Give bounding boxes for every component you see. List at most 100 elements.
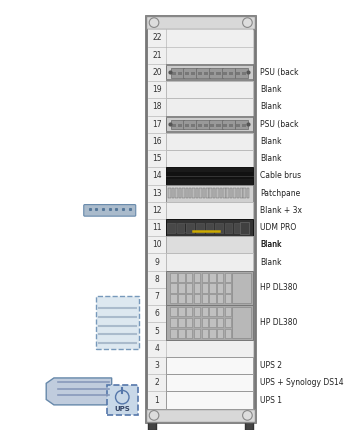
Bar <box>217 272 224 282</box>
Bar <box>166 64 253 66</box>
Text: 17: 17 <box>152 120 162 129</box>
Bar <box>182 188 185 198</box>
Bar <box>166 219 253 236</box>
Bar <box>178 124 182 127</box>
Bar <box>171 68 184 78</box>
Text: 10: 10 <box>152 240 162 249</box>
Text: 9: 9 <box>154 258 159 267</box>
Bar <box>186 318 192 327</box>
Bar <box>166 167 253 184</box>
Bar <box>148 421 156 430</box>
Bar <box>178 318 185 327</box>
Bar <box>202 318 208 327</box>
Bar <box>210 188 212 198</box>
Bar <box>225 307 231 316</box>
Bar <box>210 294 216 303</box>
Text: 11: 11 <box>152 223 162 232</box>
Bar <box>179 223 186 232</box>
Text: PSU (back: PSU (back <box>260 68 298 77</box>
Bar <box>216 72 221 75</box>
Bar <box>172 188 175 198</box>
Bar <box>185 72 189 75</box>
Bar <box>217 283 224 293</box>
Bar <box>210 318 216 327</box>
Bar <box>194 294 200 303</box>
Text: 18: 18 <box>152 102 162 111</box>
Text: 2: 2 <box>154 378 159 387</box>
Bar <box>204 72 208 75</box>
Bar <box>170 223 176 232</box>
Bar <box>225 318 231 327</box>
Text: 22: 22 <box>152 33 162 42</box>
Bar <box>216 124 221 127</box>
Bar <box>166 81 253 98</box>
Bar <box>242 124 246 127</box>
Bar <box>191 72 195 75</box>
Text: HP DL380: HP DL380 <box>260 283 297 293</box>
Bar <box>235 120 248 129</box>
Bar <box>217 294 224 303</box>
Bar <box>206 188 208 198</box>
Text: Patchpane: Patchpane <box>260 189 300 198</box>
Bar <box>170 283 177 293</box>
Bar <box>148 29 253 409</box>
Bar <box>217 318 224 327</box>
Bar <box>178 272 185 282</box>
Text: 15: 15 <box>152 154 162 163</box>
Bar <box>246 421 253 430</box>
Bar <box>189 188 192 198</box>
Bar <box>213 188 215 198</box>
Text: 5: 5 <box>154 327 159 336</box>
Bar <box>170 294 177 303</box>
Bar <box>170 272 177 282</box>
Bar <box>209 120 222 129</box>
Bar <box>185 188 188 198</box>
Text: 7: 7 <box>154 292 159 301</box>
Bar <box>220 188 222 198</box>
Bar <box>171 120 184 129</box>
Bar <box>178 283 185 293</box>
Text: UPS: UPS <box>114 406 130 412</box>
Text: 16: 16 <box>152 137 162 146</box>
Bar <box>204 124 208 127</box>
Bar <box>184 120 197 129</box>
Bar <box>166 202 253 219</box>
Bar <box>166 392 253 409</box>
Text: Blank: Blank <box>260 137 282 146</box>
Bar <box>222 68 235 78</box>
Text: UPS 1: UPS 1 <box>260 396 282 405</box>
Bar <box>196 223 204 233</box>
Bar <box>167 223 175 233</box>
Text: PSU (back: PSU (back <box>260 120 298 129</box>
Bar <box>166 173 253 179</box>
Bar <box>229 72 233 75</box>
Bar <box>194 283 200 293</box>
Bar <box>196 68 210 78</box>
Text: Blank: Blank <box>260 154 282 163</box>
Bar <box>243 188 246 198</box>
Bar <box>166 133 253 150</box>
Bar <box>166 271 253 305</box>
Bar <box>166 305 253 340</box>
Bar <box>225 272 231 282</box>
Bar <box>199 188 202 198</box>
Bar <box>210 283 216 293</box>
Bar <box>179 188 181 198</box>
Text: 12: 12 <box>152 206 162 215</box>
Bar <box>186 328 192 338</box>
FancyBboxPatch shape <box>84 205 136 216</box>
Bar <box>236 72 240 75</box>
Bar <box>217 328 224 338</box>
Bar <box>196 188 198 198</box>
Bar <box>236 124 240 127</box>
Text: UPS + Synology DS14: UPS + Synology DS14 <box>260 378 343 387</box>
Bar <box>107 385 138 415</box>
Bar <box>178 72 182 75</box>
Bar <box>225 294 231 303</box>
Bar <box>235 68 248 78</box>
Bar <box>178 294 185 303</box>
Bar <box>234 223 242 233</box>
Bar <box>223 188 226 198</box>
Text: 6: 6 <box>154 309 159 318</box>
Text: Blank: Blank <box>260 258 282 267</box>
